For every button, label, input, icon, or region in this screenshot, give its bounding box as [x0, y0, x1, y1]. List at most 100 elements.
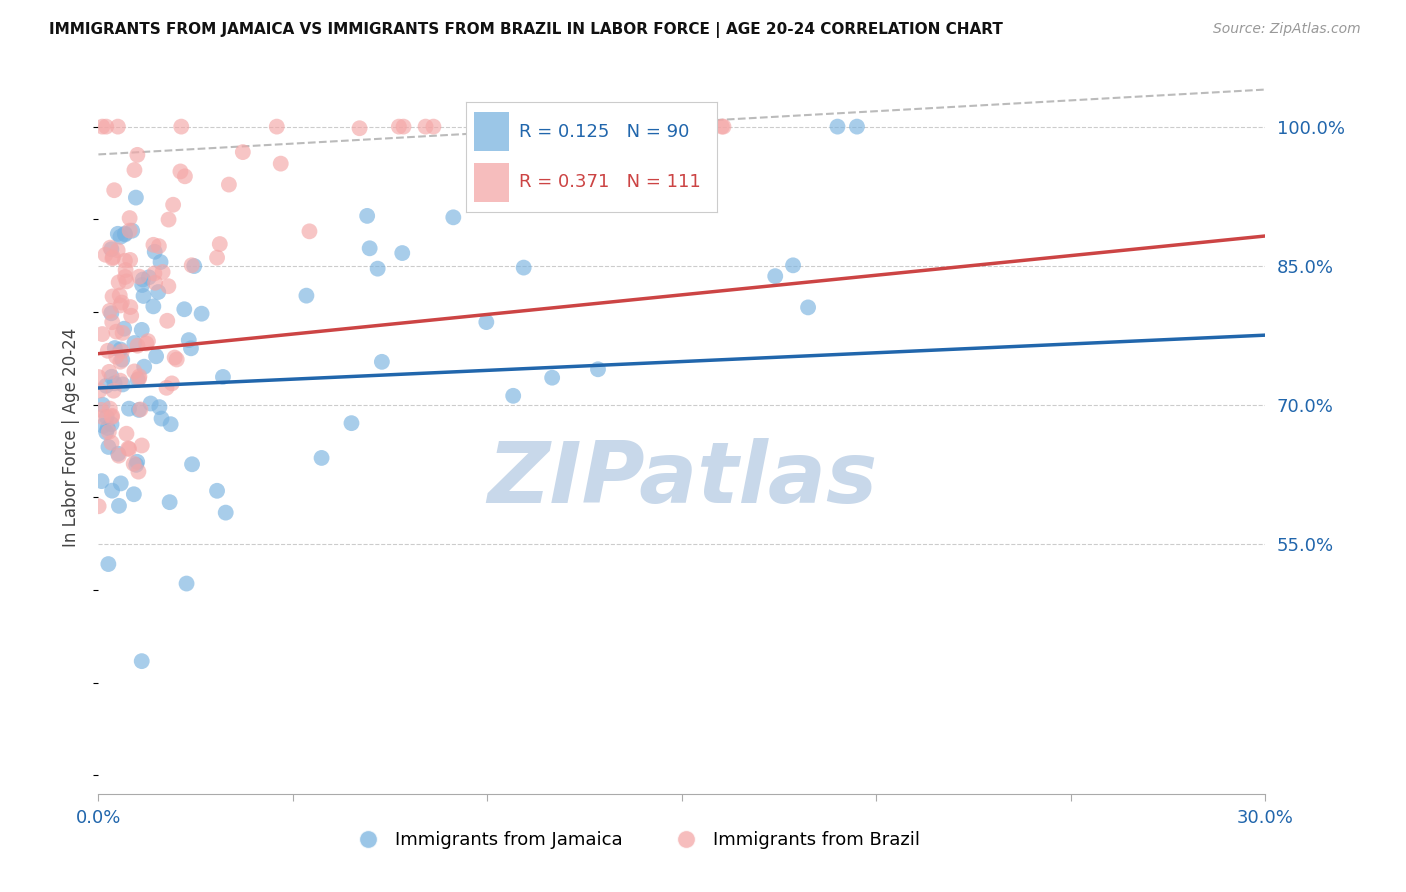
Point — [90, 474, 112, 488]
Point — [110, 298, 132, 312]
Point — [108, 288, 131, 302]
Point — [117, 442, 139, 456]
Point — [97, 425, 120, 439]
Point — [713, 120, 735, 134]
Point — [101, 252, 124, 266]
Point — [127, 465, 149, 479]
Point — [218, 178, 240, 192]
Point — [118, 211, 141, 225]
Point — [97, 343, 120, 358]
Point — [120, 252, 142, 267]
Point — [108, 449, 131, 463]
Point — [98, 365, 121, 379]
Point — [205, 483, 228, 498]
Point — [110, 476, 132, 491]
Point — [110, 354, 132, 368]
Point — [127, 373, 149, 387]
Point — [135, 336, 157, 351]
Point — [111, 295, 134, 310]
Point — [270, 156, 292, 170]
Point — [162, 198, 184, 212]
Point — [101, 483, 124, 498]
Point — [637, 120, 659, 134]
Point — [127, 455, 149, 469]
Point — [183, 259, 205, 273]
Point — [91, 418, 114, 433]
Point — [111, 344, 134, 359]
Point — [105, 350, 128, 364]
Point — [441, 211, 464, 225]
Point — [134, 359, 156, 374]
Point — [138, 270, 160, 285]
Point — [115, 426, 138, 441]
Point — [166, 352, 188, 367]
Point — [463, 120, 485, 134]
Point — [98, 303, 121, 318]
Point — [572, 120, 595, 134]
Point — [100, 242, 122, 256]
Point — [371, 355, 394, 369]
Point — [96, 120, 118, 134]
Point — [208, 237, 231, 252]
Point — [598, 120, 620, 134]
Point — [91, 409, 114, 424]
Point — [143, 267, 166, 281]
Point — [118, 401, 141, 416]
Text: Source: ZipAtlas.com: Source: ZipAtlas.com — [1213, 22, 1361, 37]
Point — [710, 120, 733, 134]
Point — [782, 258, 804, 272]
Point — [149, 255, 172, 269]
Point — [311, 450, 333, 465]
Point — [101, 250, 124, 264]
Point — [266, 120, 288, 134]
Point — [107, 447, 129, 461]
Point — [159, 417, 181, 432]
Point — [174, 169, 197, 184]
Point — [295, 288, 318, 302]
Point — [128, 372, 150, 386]
Point — [160, 376, 183, 391]
Point — [232, 145, 254, 160]
Point — [128, 269, 150, 284]
Point — [124, 364, 146, 378]
Point — [163, 351, 186, 365]
Point — [391, 246, 413, 260]
Point — [641, 120, 664, 134]
Point — [415, 120, 437, 134]
Point — [91, 327, 114, 342]
Point — [101, 410, 124, 425]
Point — [148, 400, 170, 414]
Point — [156, 314, 179, 328]
Point — [388, 120, 411, 134]
Point — [101, 409, 124, 423]
Point — [94, 248, 117, 262]
Point — [118, 223, 141, 237]
Point — [120, 300, 142, 314]
Point — [103, 376, 125, 391]
Point — [696, 178, 718, 192]
Point — [499, 120, 522, 134]
Point — [127, 339, 149, 353]
Point — [115, 274, 138, 288]
Point — [132, 272, 155, 286]
Point — [176, 576, 198, 591]
Y-axis label: In Labor Force | Age 20-24: In Labor Force | Age 20-24 — [62, 327, 80, 547]
Point — [359, 241, 381, 255]
Point — [536, 120, 558, 134]
Point — [120, 309, 142, 323]
Point — [122, 487, 145, 501]
Point — [125, 458, 148, 472]
Point — [143, 244, 166, 259]
Point — [150, 411, 173, 425]
Point — [827, 120, 849, 134]
Point — [696, 186, 718, 200]
Point — [97, 421, 120, 435]
Point — [114, 227, 136, 241]
Point — [139, 396, 162, 410]
Point — [142, 237, 165, 252]
Point — [100, 435, 122, 450]
Point — [111, 377, 134, 392]
Point — [621, 120, 644, 134]
Point — [190, 307, 212, 321]
Point — [846, 120, 869, 134]
